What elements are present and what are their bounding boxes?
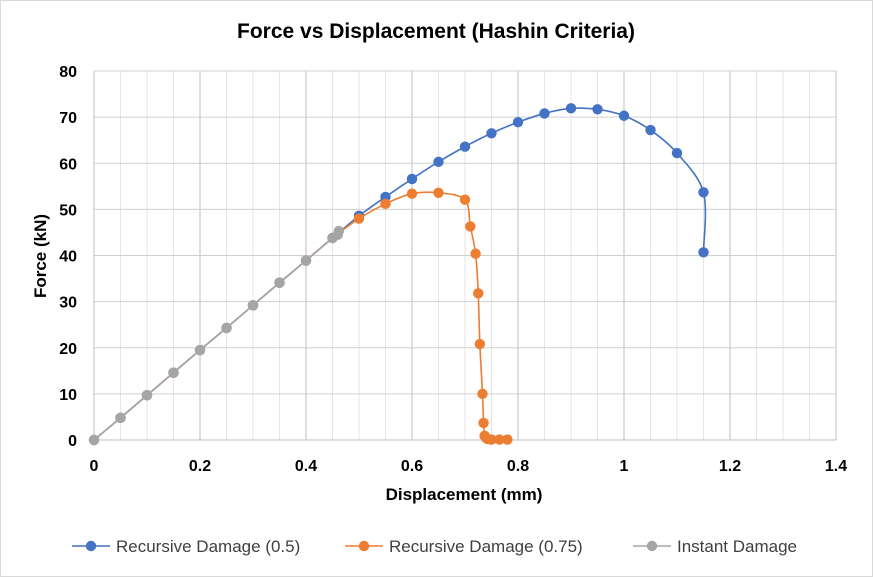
legend-marker [358, 540, 370, 552]
x-tick-label: 1.4 [825, 458, 847, 475]
legend-item: Recursive Damage (0.5) [72, 537, 300, 556]
data-point [473, 288, 484, 299]
data-point [406, 188, 418, 199]
legend-marker [646, 540, 658, 552]
data-point [502, 434, 513, 445]
legend-marker [85, 540, 97, 552]
data-point [433, 156, 444, 168]
x-tick-label: 0.2 [189, 458, 211, 475]
data-point [406, 173, 418, 185]
legend-item: Recursive Damage (0.75) [345, 537, 583, 556]
data-point [539, 108, 550, 119]
data-point [433, 187, 444, 198]
x-tick-label: 0.8 [507, 458, 529, 475]
data-point [698, 187, 709, 198]
y-tick-label: 40 [59, 249, 77, 266]
data-point [618, 110, 630, 121]
data-point [353, 213, 365, 224]
data-point [247, 300, 259, 311]
data-point [486, 434, 497, 445]
axes: 0 0.2 0.4 0.6 0.8 1 1.2 1.4 0 10 20 30 40 50 60 70 80 [59, 64, 847, 475]
series-line [93, 191, 508, 441]
legend-label: Instant Damage [677, 537, 797, 556]
y-tick-label: 20 [59, 341, 77, 358]
x-axis-label: Displacement (mm) [386, 485, 543, 504]
legend-label: Recursive Damage (0.75) [389, 537, 583, 556]
data-point [168, 367, 179, 378]
y-tick-label: 30 [59, 295, 77, 312]
data-point [592, 104, 603, 115]
x-tick-label: 0.4 [295, 458, 317, 475]
data-point [221, 322, 232, 334]
legend: Recursive Damage (0.5) Recursive Damage (… [72, 537, 797, 556]
y-tick-label: 50 [59, 202, 77, 219]
data-point [478, 417, 489, 429]
data-point [671, 147, 683, 159]
legend-item: Instant Damage [633, 537, 797, 556]
data-point [274, 277, 285, 288]
x-tick-label: 1.2 [719, 458, 741, 475]
x-tick-label: 0.6 [401, 458, 423, 475]
chart-title: Force vs Displacement (Hashin Criteria) [237, 20, 635, 43]
data-point [698, 247, 709, 258]
data-point [474, 338, 486, 350]
data-point [115, 412, 126, 424]
data-point [300, 255, 312, 266]
data-point [141, 390, 153, 401]
data-point [494, 434, 505, 445]
x-tick-label: 1 [620, 458, 629, 475]
series-3 [88, 225, 345, 446]
series-line [93, 107, 707, 441]
data-point [459, 194, 471, 205]
data-point [194, 344, 206, 356]
data-point [88, 434, 100, 446]
data-point [565, 103, 577, 114]
y-tick-label: 60 [59, 156, 77, 173]
data-point [512, 116, 524, 128]
x-tick-label: 0 [90, 458, 99, 475]
data-point [645, 124, 656, 136]
grid [94, 70, 837, 440]
data-point [380, 198, 391, 210]
data-point [477, 388, 488, 400]
y-tick-label: 10 [59, 387, 77, 404]
series-2 [88, 187, 513, 446]
data-point [470, 248, 481, 259]
y-tick-label: 70 [59, 110, 77, 127]
y-tick-label: 80 [59, 64, 77, 81]
legend-label: Recursive Damage (0.5) [116, 537, 300, 556]
data-point [486, 128, 497, 139]
data-point [459, 141, 471, 152]
data-point [333, 225, 345, 237]
y-tick-label: 0 [68, 433, 77, 450]
data-point [465, 221, 476, 232]
y-axis-label: Force (kN) [31, 214, 50, 298]
series-layer [88, 103, 709, 446]
